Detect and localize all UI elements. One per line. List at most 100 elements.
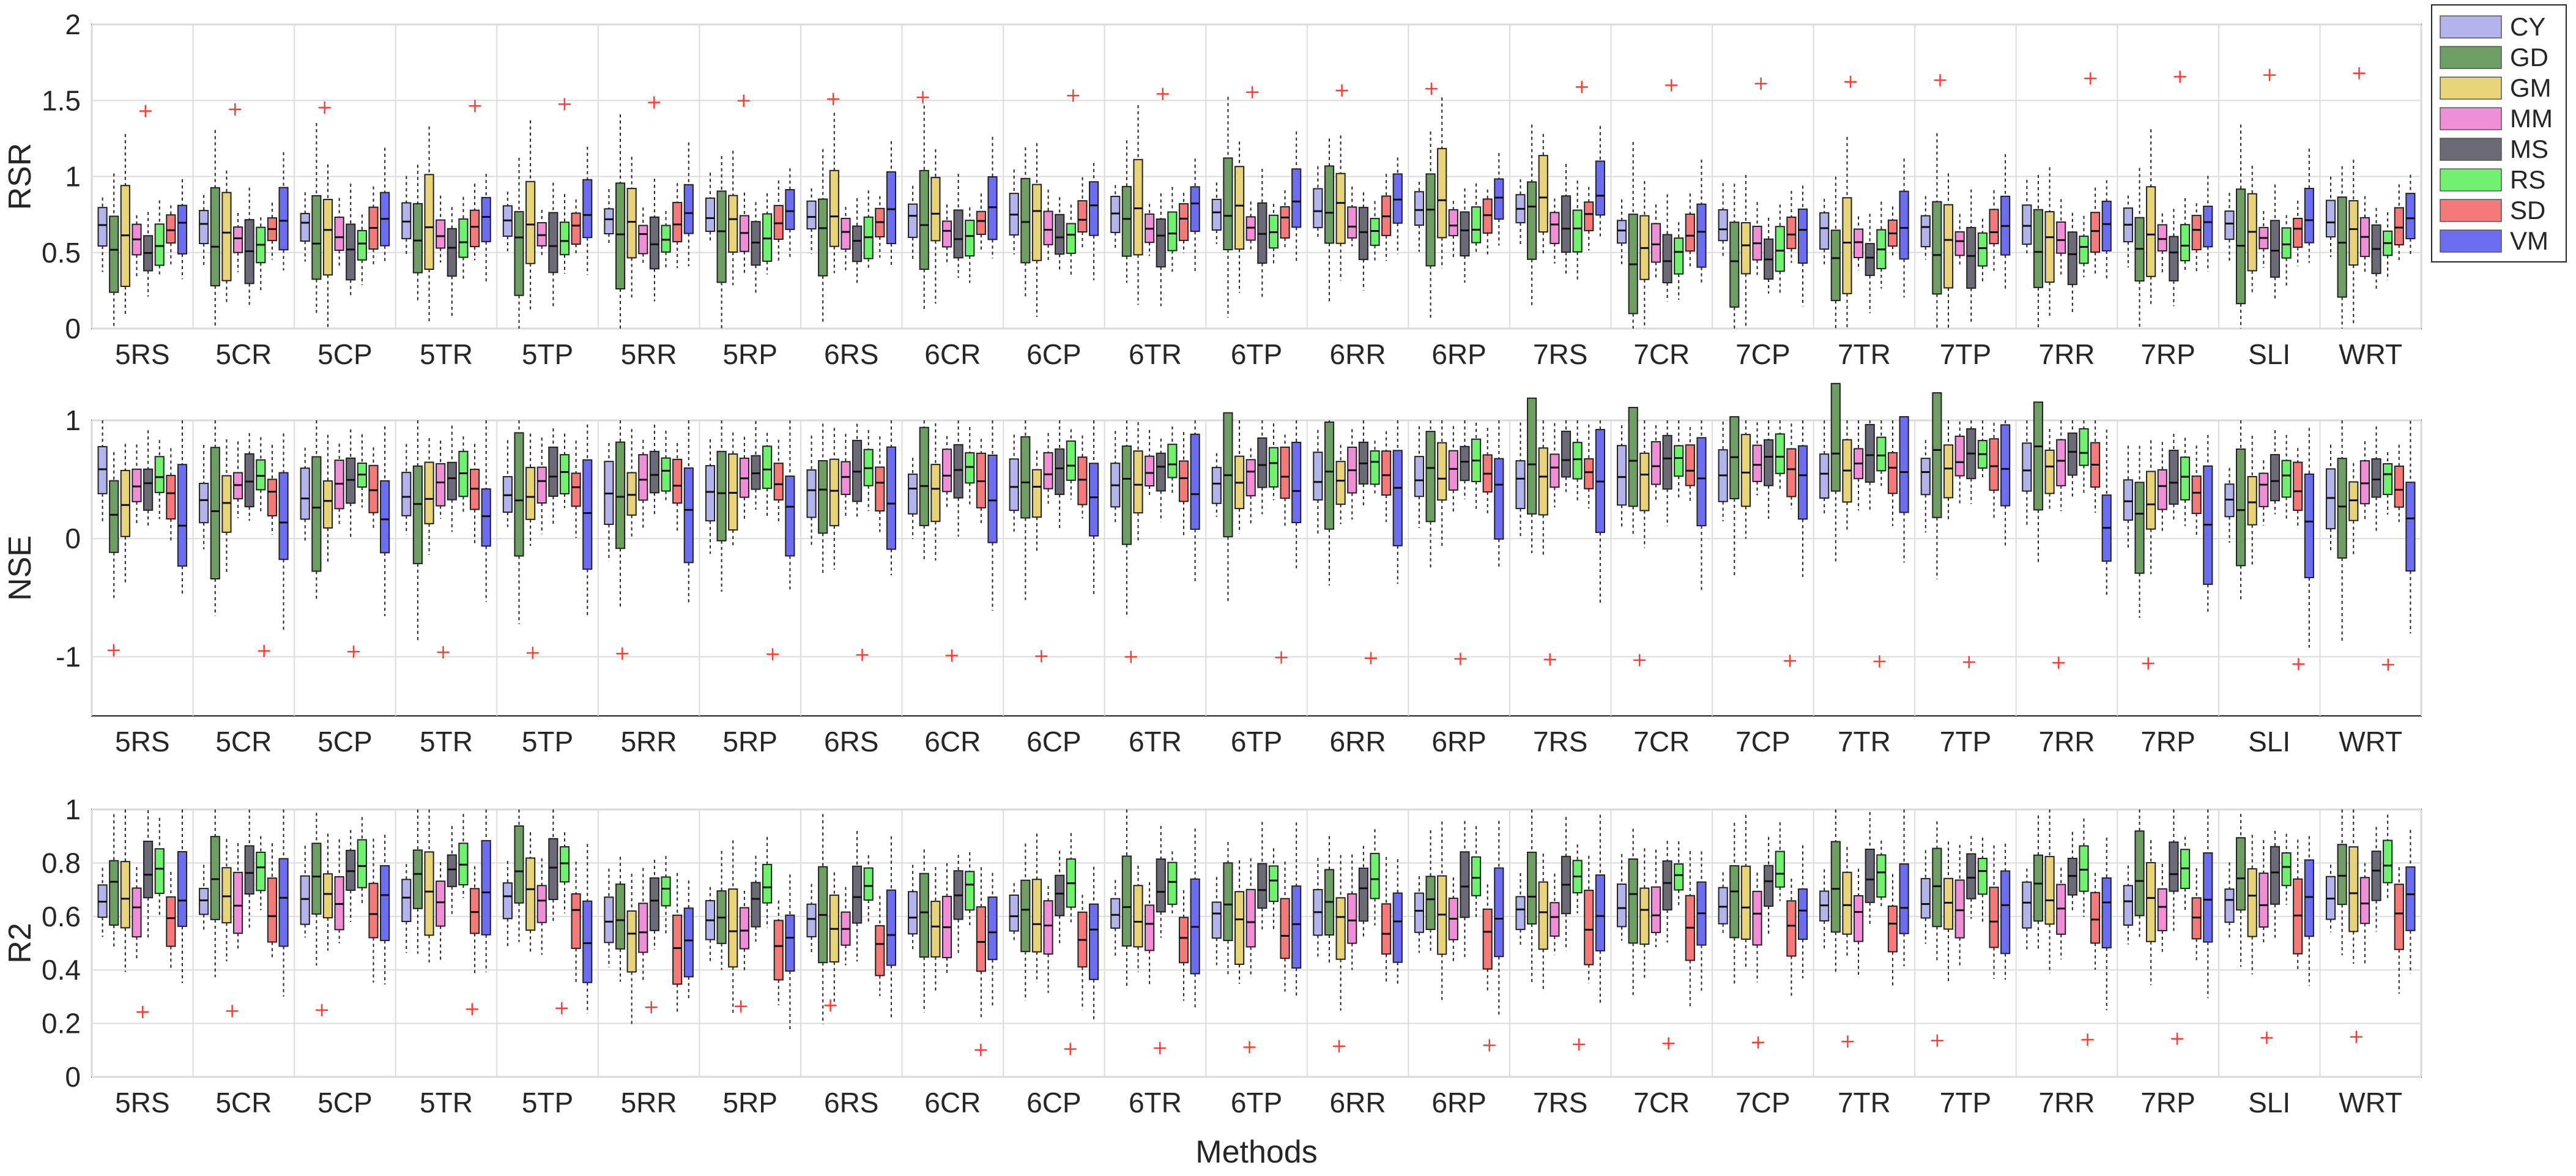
- box-gd: [1527, 851, 1537, 925]
- box-mm: [1550, 902, 1560, 937]
- box-vm: [886, 446, 897, 550]
- box-vm: [278, 187, 289, 251]
- box-ms: [548, 212, 559, 274]
- box-mm: [2157, 888, 2167, 931]
- box-gm: [626, 910, 637, 973]
- box-gm: [1031, 879, 1042, 953]
- x-tick-label: 7CR: [1633, 1087, 1690, 1118]
- box-sd: [1786, 900, 1797, 957]
- box-ms: [953, 209, 963, 259]
- box-vm: [380, 480, 390, 554]
- legend-swatch-gm: [2440, 76, 2502, 100]
- box-gd: [2337, 196, 2347, 298]
- box-gd: [1121, 855, 1132, 947]
- box-vm: [785, 914, 795, 972]
- box-sd: [672, 458, 683, 504]
- box-gm: [930, 464, 941, 523]
- x-tick-label: 6RP: [1431, 1087, 1486, 1118]
- box-gd: [210, 836, 220, 920]
- box-cy: [2022, 204, 2032, 245]
- box-sd: [672, 201, 683, 243]
- x-tick-label: 5RS: [115, 726, 169, 757]
- box-ms: [1662, 234, 1672, 284]
- box-rs: [559, 846, 570, 883]
- box-gd: [1121, 185, 1132, 257]
- box-gd: [1830, 229, 1841, 302]
- box-rs: [1268, 447, 1279, 488]
- box-gd: [412, 465, 423, 565]
- box-vm: [1595, 874, 1605, 951]
- box-vm: [886, 889, 897, 966]
- box-rs: [1167, 444, 1178, 478]
- box-vm: [582, 459, 593, 570]
- box-gd: [1527, 397, 1537, 515]
- box-cy: [1616, 883, 1627, 928]
- box-rs: [762, 863, 773, 904]
- box-cy: [401, 472, 412, 516]
- box-gd: [1425, 173, 1436, 267]
- box-gm: [1943, 204, 1954, 289]
- x-tick-label: 6RR: [1330, 726, 1386, 757]
- box-vm: [785, 189, 795, 230]
- box-mm: [1448, 450, 1458, 491]
- box-mm: [739, 907, 749, 950]
- box-mm: [1043, 900, 1053, 955]
- box-gm: [221, 475, 232, 533]
- plot-area: [91, 808, 2422, 1078]
- x-tick-label: 6RS: [824, 338, 878, 370]
- x-tick-label: 7RP: [2140, 338, 2195, 370]
- box-gm: [1740, 434, 1751, 507]
- box-sd: [1280, 446, 1290, 499]
- box-vm: [1899, 190, 1909, 260]
- box-vm: [278, 472, 289, 560]
- box-ms: [852, 225, 863, 262]
- box-vm: [1291, 885, 1302, 969]
- box-gd: [1121, 445, 1132, 545]
- x-tick-label: 6TP: [1231, 726, 1282, 757]
- box-gd: [1729, 865, 1740, 939]
- box-ms: [548, 446, 559, 497]
- box-mm: [1650, 441, 1661, 485]
- box-cy: [1211, 467, 1222, 504]
- box-sd: [1584, 458, 1594, 489]
- box-ms: [1055, 874, 1065, 917]
- box-ms: [447, 228, 457, 277]
- x-tick-label: 5CP: [317, 726, 372, 757]
- x-tick-label: 5TR: [420, 338, 473, 370]
- box-gd: [1729, 221, 1740, 308]
- box-rs: [965, 452, 975, 484]
- box-cy: [1009, 458, 1019, 512]
- box-cy: [1414, 191, 1425, 226]
- box-rs: [2383, 839, 2393, 884]
- x-tick-label: 6CP: [1026, 1087, 1081, 1118]
- box-rs: [1775, 433, 1785, 474]
- box-vm: [2000, 424, 2011, 507]
- box-sd: [2090, 891, 2101, 944]
- box-gd: [2337, 844, 2347, 906]
- box-mm: [334, 217, 344, 251]
- box-rs: [661, 225, 671, 253]
- box-ms: [1156, 452, 1166, 492]
- box-rs: [2180, 456, 2191, 501]
- box-gd: [2236, 837, 2246, 911]
- box-mm: [1550, 453, 1560, 488]
- box-gd: [716, 450, 727, 541]
- box-ms: [1561, 430, 1572, 478]
- box-mm: [536, 466, 547, 504]
- box-cy: [908, 474, 918, 515]
- box-ms: [1966, 853, 1977, 899]
- x-tick-label: 7CR: [1633, 726, 1690, 757]
- box-vm: [481, 196, 491, 242]
- x-tick-label: WRT: [2339, 726, 2402, 757]
- box-vm: [1494, 867, 1504, 958]
- box-vm: [1392, 173, 1403, 224]
- box-ms: [1460, 851, 1470, 918]
- box-cy: [300, 875, 310, 925]
- box-rs: [154, 848, 165, 895]
- box-gd: [615, 884, 626, 950]
- box-mm: [2157, 224, 2167, 252]
- box-ms: [2270, 846, 2281, 905]
- box-mm: [2056, 439, 2066, 486]
- x-tick-label: 6CR: [924, 338, 981, 370]
- box-gd: [818, 198, 828, 277]
